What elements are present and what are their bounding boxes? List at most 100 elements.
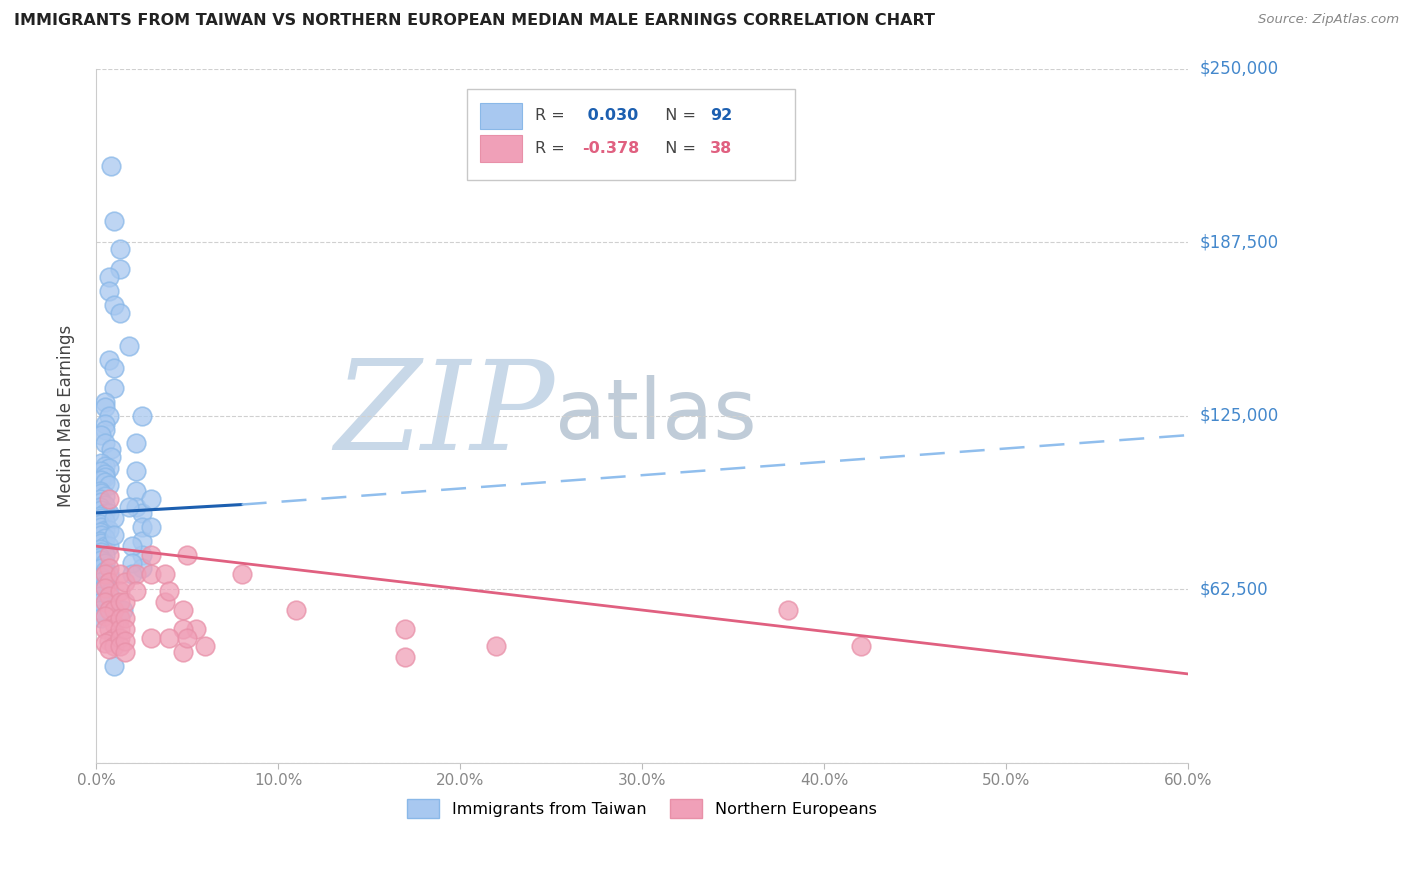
Point — [94, 608, 117, 623]
Point — [89, 525, 111, 540]
Point — [89, 533, 111, 548]
Point — [94, 636, 117, 650]
Text: 0.030: 0.030 — [582, 108, 638, 123]
Point — [89, 575, 111, 590]
Text: ZIP: ZIP — [335, 355, 555, 476]
Point — [125, 436, 148, 450]
Point — [89, 589, 111, 603]
Point — [97, 586, 120, 600]
Legend: Immigrants from Taiwan, Northern Europeans: Immigrants from Taiwan, Northern Europea… — [401, 793, 883, 824]
Point — [94, 475, 117, 490]
Point — [121, 556, 143, 570]
Point — [108, 242, 131, 256]
Point — [157, 583, 180, 598]
Point — [108, 639, 131, 653]
Point — [97, 269, 120, 284]
Point — [108, 261, 131, 276]
Point — [176, 631, 198, 645]
Point — [103, 511, 125, 525]
Point — [94, 514, 117, 528]
Point — [90, 456, 112, 470]
Point — [89, 603, 111, 617]
Point — [97, 478, 120, 492]
Point — [97, 506, 120, 520]
Point — [108, 566, 131, 581]
Point — [157, 631, 180, 645]
Point — [94, 423, 117, 437]
Point — [89, 550, 111, 565]
Point — [89, 516, 111, 531]
Point — [103, 616, 125, 631]
Point — [184, 623, 207, 637]
Point — [89, 483, 111, 498]
Point — [108, 631, 131, 645]
Point — [90, 520, 112, 534]
Point — [90, 486, 112, 500]
Point — [90, 583, 112, 598]
FancyBboxPatch shape — [467, 89, 794, 179]
Text: $125,000: $125,000 — [1199, 407, 1278, 425]
Point — [131, 533, 153, 548]
Point — [90, 595, 112, 609]
Point — [94, 566, 117, 581]
Point — [131, 409, 153, 423]
Text: 38: 38 — [710, 141, 733, 156]
Point — [394, 650, 416, 665]
Point — [125, 566, 148, 581]
Text: $187,500: $187,500 — [1199, 233, 1278, 252]
Point — [125, 583, 148, 598]
Point — [97, 461, 120, 475]
Text: -0.378: -0.378 — [582, 141, 640, 156]
Text: R =: R = — [536, 141, 569, 156]
Point — [172, 623, 194, 637]
Point — [97, 284, 120, 298]
Text: N =: N = — [655, 108, 702, 123]
Point — [89, 491, 111, 506]
Text: $62,500: $62,500 — [1199, 580, 1268, 599]
Point — [103, 381, 125, 395]
Point — [90, 503, 112, 517]
Point — [90, 511, 112, 525]
Point — [97, 548, 120, 562]
Point — [90, 561, 112, 575]
Point — [103, 214, 125, 228]
Text: Source: ZipAtlas.com: Source: ZipAtlas.com — [1258, 13, 1399, 27]
Point — [90, 545, 112, 559]
Point — [97, 623, 120, 637]
FancyBboxPatch shape — [481, 136, 522, 161]
Point — [94, 581, 117, 595]
Point — [108, 611, 131, 625]
Point — [94, 623, 117, 637]
Point — [125, 464, 148, 478]
Point — [194, 639, 217, 653]
Point — [112, 603, 135, 617]
Point — [176, 548, 198, 562]
Point — [97, 353, 120, 368]
Text: atlas: atlas — [555, 376, 756, 456]
Point — [121, 566, 143, 581]
Point — [97, 561, 120, 575]
Point — [90, 528, 112, 542]
Point — [94, 523, 117, 537]
Point — [94, 498, 117, 512]
Point — [90, 464, 112, 478]
Point — [94, 401, 117, 415]
Point — [103, 298, 125, 312]
Point — [139, 491, 162, 506]
Point — [131, 548, 153, 562]
Point — [97, 575, 120, 590]
Text: $250,000: $250,000 — [1199, 60, 1278, 78]
Point — [108, 583, 131, 598]
Point — [114, 645, 136, 659]
Point — [485, 639, 508, 653]
Point — [94, 394, 117, 409]
Point — [285, 603, 308, 617]
Point — [90, 473, 112, 487]
Point — [94, 539, 117, 553]
Point — [94, 595, 117, 609]
Point — [139, 631, 162, 645]
Point — [89, 500, 111, 515]
Point — [118, 500, 141, 515]
Point — [90, 495, 112, 509]
Point — [90, 611, 112, 625]
